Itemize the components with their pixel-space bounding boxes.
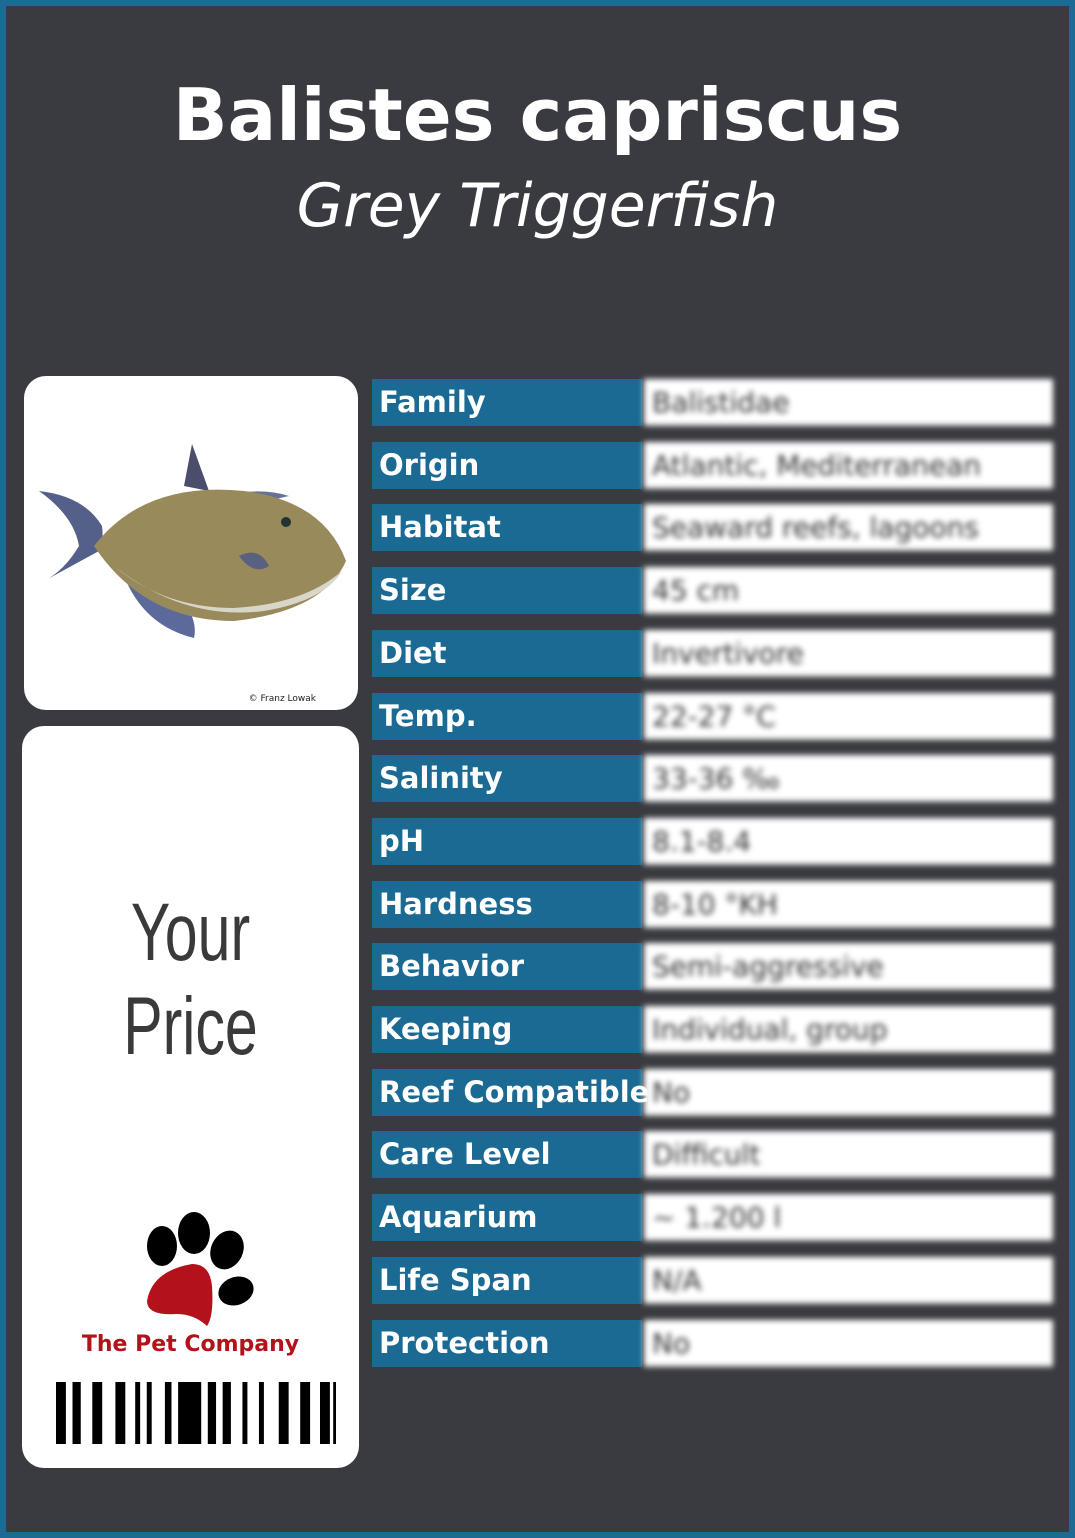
spec-label: Reef Compatible [372,1068,649,1116]
spec-row: Temp. 22-27 °C [372,692,1053,740]
spec-value: N/A [644,1256,1053,1304]
barcode-bar [278,1382,289,1444]
photo-card: © Franz Lowak [24,376,358,710]
spec-row: Life Span N/A [372,1256,1053,1304]
paw-logo-icon [147,1212,254,1326]
species-title: Balistes capriscus [172,73,903,157]
barcode-bar [242,1382,248,1444]
spec-row: Habitat Seaward reefs, lagoons [372,504,1053,552]
barcode-bar [320,1382,330,1444]
spec-label: Care Level [372,1131,642,1179]
spec-label: Hardness [372,880,642,928]
spec-label: Temp. [372,692,642,740]
spec-value: 8-10 °KH [644,880,1053,928]
spec-value: Atlantic, Mediterranean [644,441,1053,489]
photo-credit: © Franz Lowak [248,694,316,704]
spec-row: Diet Invertivore [372,629,1053,677]
spec-label: pH [372,817,642,865]
spec-label: Protection [372,1319,642,1367]
barcode-bar [300,1382,311,1444]
spec-row: Care Level Difficult [372,1131,1053,1179]
barcode-bar [146,1382,152,1444]
spec-label: Life Span [372,1256,642,1304]
barcode-bar [56,1382,66,1444]
fish-photo-icon [39,444,346,638]
spec-label: Habitat [372,504,642,552]
spec-value: 33-36 ‰ [644,755,1053,803]
spec-label: Diet [372,629,642,677]
spec-value: Difficult [644,1131,1053,1179]
barcode-bar [258,1382,264,1444]
spec-label: Salinity [372,755,642,803]
spec-label: Origin [372,441,642,489]
barcode-bar [333,1382,336,1444]
spec-row: Protection No [372,1319,1053,1367]
barcode-icon [56,1382,336,1444]
barcode-bar [72,1382,81,1444]
spec-row: Family Balistidae [372,379,1053,426]
barcode-bar [92,1382,103,1444]
spec-row: Size 45 cm [372,567,1053,615]
spec-row: Aquarium ~ 1.200 l [372,1194,1053,1242]
spec-value: 22-27 °C [644,692,1053,740]
spec-value: No [644,1319,1053,1367]
spec-row: Reef Compatible No [372,1068,1053,1116]
spec-label: Keeping [372,1006,642,1053]
spec-value: Semi-aggressive [644,943,1053,991]
spec-value: Invertivore [644,629,1053,677]
barcode-bar [115,1382,126,1444]
spec-label: Size [372,567,642,615]
brand-name: The Pet Company [81,1332,300,1357]
spec-row: pH 8.1-8.4 [372,817,1053,865]
spec-row: Behavior Semi-aggressive [372,943,1053,991]
price-label: Your Price [123,887,258,1072]
spec-value: 45 cm [644,567,1053,615]
spec-label: Family [372,379,642,426]
spec-value: No [644,1068,1053,1116]
barcode-bar [135,1382,141,1444]
barcode-bar [178,1382,202,1444]
spec-value: 8.1-8.4 [644,817,1053,865]
spec-value: ~ 1.200 l [644,1194,1053,1242]
spec-value: Seaward reefs, lagoons [644,504,1053,552]
spec-row: Salinity 33-36 ‰ [372,755,1053,803]
barcode-bar [207,1382,217,1444]
spec-label: Behavior [372,943,642,991]
common-name: Grey Triggerfish [296,171,779,241]
spec-label: Aquarium [372,1194,642,1242]
spec-row: Hardness 8-10 °KH [372,880,1053,928]
spec-row: Origin Atlantic, Mediterranean [372,441,1053,489]
barcode-bar [164,1382,172,1444]
barcode-bar [222,1382,231,1444]
spec-value: Individual, group [644,1006,1053,1053]
spec-row: Keeping Individual, group [372,1006,1053,1053]
price-card: Your Price The Pet Company [22,726,359,1468]
spec-value: Balistidae [644,379,1053,426]
